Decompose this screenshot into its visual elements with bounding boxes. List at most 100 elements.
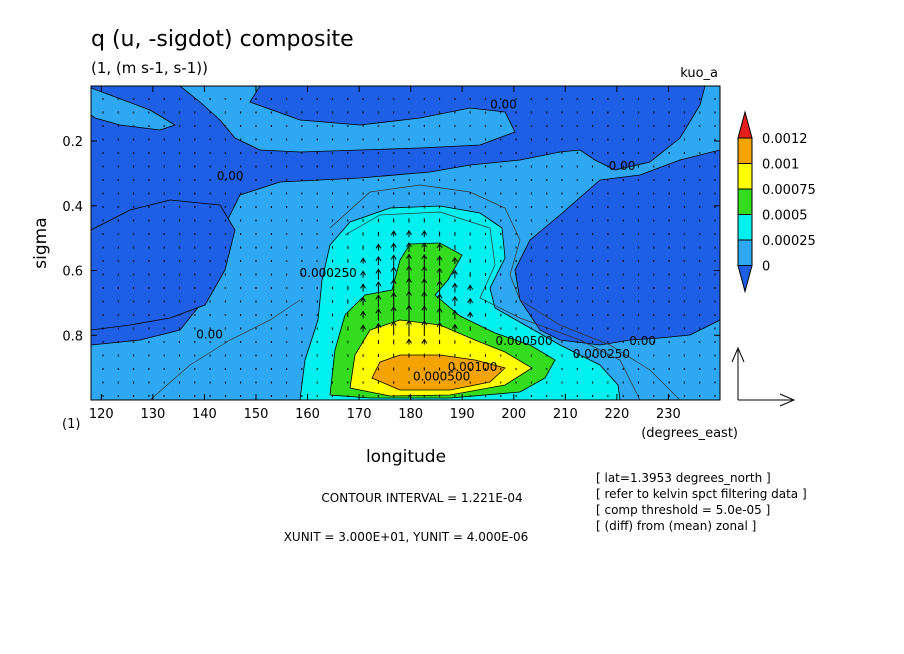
- region-blue-left: [91, 199, 236, 331]
- vector-arrow: [360, 296, 367, 306]
- x-tick-label: 200: [501, 407, 526, 422]
- vector-arrow: [451, 269, 458, 279]
- colorbar-label: 0.0005: [762, 209, 808, 224]
- vector-arrow: [421, 254, 428, 268]
- contour-line-a: [149, 299, 301, 400]
- contour-labels: 0.000.000.000.000.0002500.0005000.000250…: [196, 98, 656, 384]
- vector-arrow: [390, 305, 397, 324]
- vector-arrow: [390, 254, 397, 267]
- x-axis-units: (degrees_east): [641, 426, 738, 441]
- chart-subtitle: (1, (m s-1, s-1)): [91, 59, 208, 77]
- vector-arrow: [406, 241, 412, 253]
- vector-arrow: [436, 321, 443, 335]
- x-tick-label: 170: [347, 407, 372, 422]
- region-blue-right: [514, 149, 720, 346]
- colorbar-swatch: [737, 137, 753, 164]
- y-axis-units: (1): [62, 417, 80, 432]
- colorbar-label: 0: [762, 260, 770, 275]
- contour-label: 0.000250: [300, 266, 357, 280]
- x-tick-label: 220: [604, 407, 629, 422]
- x-tick-label: 160: [295, 407, 320, 422]
- region-level-1-top: [179, 86, 516, 153]
- contour-interval-text: CONTOUR INTERVAL = 1.221E-04: [321, 491, 522, 505]
- info-line-4: [ (diff) from (mean) zonal ]: [596, 519, 756, 533]
- colorbar-top-triangle: [737, 110, 753, 139]
- x-tick-label: 210: [553, 407, 578, 422]
- region-level-1-left: [91, 87, 176, 131]
- vector-arrow: [451, 256, 458, 265]
- colorbar-label: 0.00075: [762, 183, 816, 198]
- colorbar-swatch: [737, 163, 753, 190]
- info-line-1: [ lat=1.3953 degrees_north ]: [596, 471, 771, 485]
- dataset-label: kuo_a: [680, 66, 718, 81]
- reference-vector: [731, 346, 796, 407]
- vector-arrow: [375, 268, 382, 280]
- vector-arrow: [360, 310, 367, 319]
- vector-arrow: [436, 243, 443, 251]
- x-tick-label: 130: [140, 407, 165, 422]
- y-tick-label: 0.4: [62, 200, 83, 215]
- chart-title: q (u, -sigdot) composite: [91, 27, 354, 52]
- vector-arrow: [375, 281, 382, 294]
- vector-arrow: [451, 323, 458, 333]
- vector-arrow: [375, 308, 382, 321]
- vector-arrow: [436, 280, 443, 295]
- info-line-2: [ refer to kelvin spct filtering data ]: [596, 487, 807, 501]
- vector-arrow: [390, 230, 397, 237]
- y-tick-label: 0.2: [62, 135, 83, 150]
- vector-arrow: [390, 320, 397, 336]
- contour-line-b: [329, 184, 681, 400]
- vector-arrow: [467, 284, 474, 291]
- contour-label: 0.000500: [413, 370, 470, 384]
- colorbar-swatch: [737, 239, 753, 266]
- contour-label: 0.000500: [495, 334, 552, 348]
- vector-arrow: [406, 229, 412, 238]
- vector-arrow: [406, 319, 412, 337]
- colorbar-bottom-triangle: [737, 265, 753, 294]
- vector-arrow: [360, 270, 367, 278]
- x-axis-label: longitude: [366, 447, 446, 467]
- contour-label: 0.00100: [448, 360, 498, 374]
- vector-arrow: [375, 322, 382, 334]
- vector-arrow: [375, 255, 382, 266]
- vector-arrow: [390, 242, 397, 252]
- contour-label: 0.00: [217, 169, 244, 183]
- vector-arrow: [436, 293, 443, 309]
- contour-field: [91, 86, 720, 400]
- region-level-5: [371, 354, 506, 391]
- vector-arrow: [451, 309, 458, 320]
- vector-arrow: [451, 295, 458, 307]
- x-tick-label: 150: [244, 407, 269, 422]
- y-tick-label: 0.6: [62, 265, 83, 280]
- vector-arrow: [375, 294, 382, 308]
- vector-arrow: [406, 338, 412, 345]
- colorbar: 0.0012 0.001 0.00075 0.0005 0.00025 0: [737, 110, 816, 294]
- x-tick-label: 120: [89, 407, 114, 422]
- colorbar-label: 0.0012: [762, 132, 808, 147]
- vector-arrow: [375, 243, 382, 251]
- y-axis-label: sigma: [31, 217, 51, 268]
- colorbar-label: 0.00025: [762, 234, 816, 249]
- contour-label: 0.00: [196, 327, 223, 341]
- contour-label: 0.00: [490, 98, 517, 112]
- vector-arrow: [421, 320, 428, 336]
- vector-arrow: [421, 242, 428, 252]
- vector-field: [102, 97, 716, 398]
- vector-arrow: [360, 283, 367, 292]
- x-tick-label: 140: [192, 407, 217, 422]
- colorbar-swatch: [737, 214, 753, 241]
- x-axis-ticks: 120 130 140 150 160 170 180 190 200 210 220 230: [89, 86, 681, 422]
- vector-arrow: [467, 297, 474, 305]
- y-tick-label: 0.8: [62, 329, 83, 344]
- vector-arrow: [451, 282, 458, 293]
- contour-line-c: [344, 211, 641, 400]
- colorbar-swatch: [737, 188, 753, 215]
- vector-arrow: [421, 230, 428, 237]
- contour-label: 0.00: [609, 159, 636, 173]
- vector-arrow: [360, 257, 367, 264]
- y-axis-ticks: 0.2 0.4 0.6 0.8: [62, 135, 720, 344]
- x-tick-label: 190: [450, 407, 475, 422]
- vector-arrow: [360, 324, 367, 332]
- contour-label: 0.00: [629, 334, 656, 348]
